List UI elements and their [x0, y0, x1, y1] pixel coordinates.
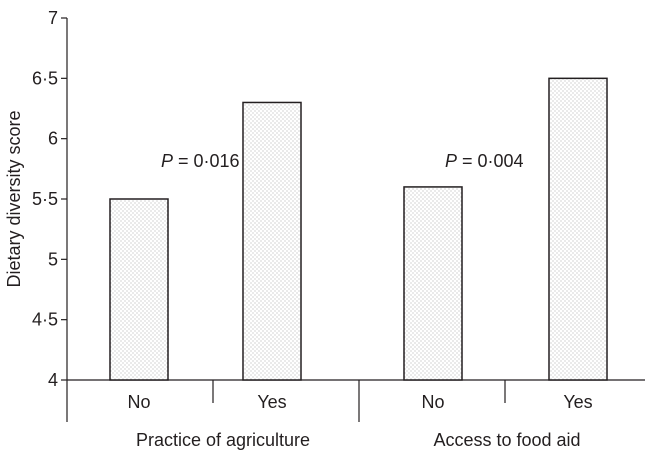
group-label: Access to food aid: [433, 430, 580, 450]
p-value: = 0·004: [457, 151, 524, 171]
labels: No Yes Practice of agriculture P = 0·016 No Y…: [127, 151, 592, 450]
y-tick-label: 5: [48, 249, 58, 269]
y-axis-title: Dietary diversity score: [4, 110, 24, 287]
p-value-annotation: P = 0·004: [445, 151, 524, 171]
y-tick-label: 6·5: [32, 68, 58, 88]
y-tick-label: 5·5: [32, 189, 58, 209]
bar-no: [109, 198, 169, 381]
p-value: = 0·016: [173, 151, 240, 171]
bar-yes: [548, 77, 608, 381]
p-symbol: P: [445, 151, 457, 171]
p-symbol: P: [161, 151, 173, 171]
bars: [109, 77, 608, 381]
y-axis: 4 4·5 5 5·5 6 6·5 7 Dietary diversity score: [4, 8, 68, 422]
x-axis: [67, 379, 645, 422]
bar-yes: [242, 101, 302, 381]
group-label: Practice of agriculture: [136, 430, 310, 450]
category-label: Yes: [563, 392, 592, 412]
y-tick-label: 4·5: [32, 310, 58, 330]
category-label: No: [127, 392, 150, 412]
category-label: Yes: [257, 392, 286, 412]
bar-no: [403, 186, 463, 381]
p-value-annotation: P = 0·016: [161, 151, 240, 171]
y-tick-label: 4: [48, 370, 58, 390]
y-tick-label: 6: [48, 129, 58, 149]
y-tick-label: 7: [48, 8, 58, 28]
category-label: No: [421, 392, 444, 412]
